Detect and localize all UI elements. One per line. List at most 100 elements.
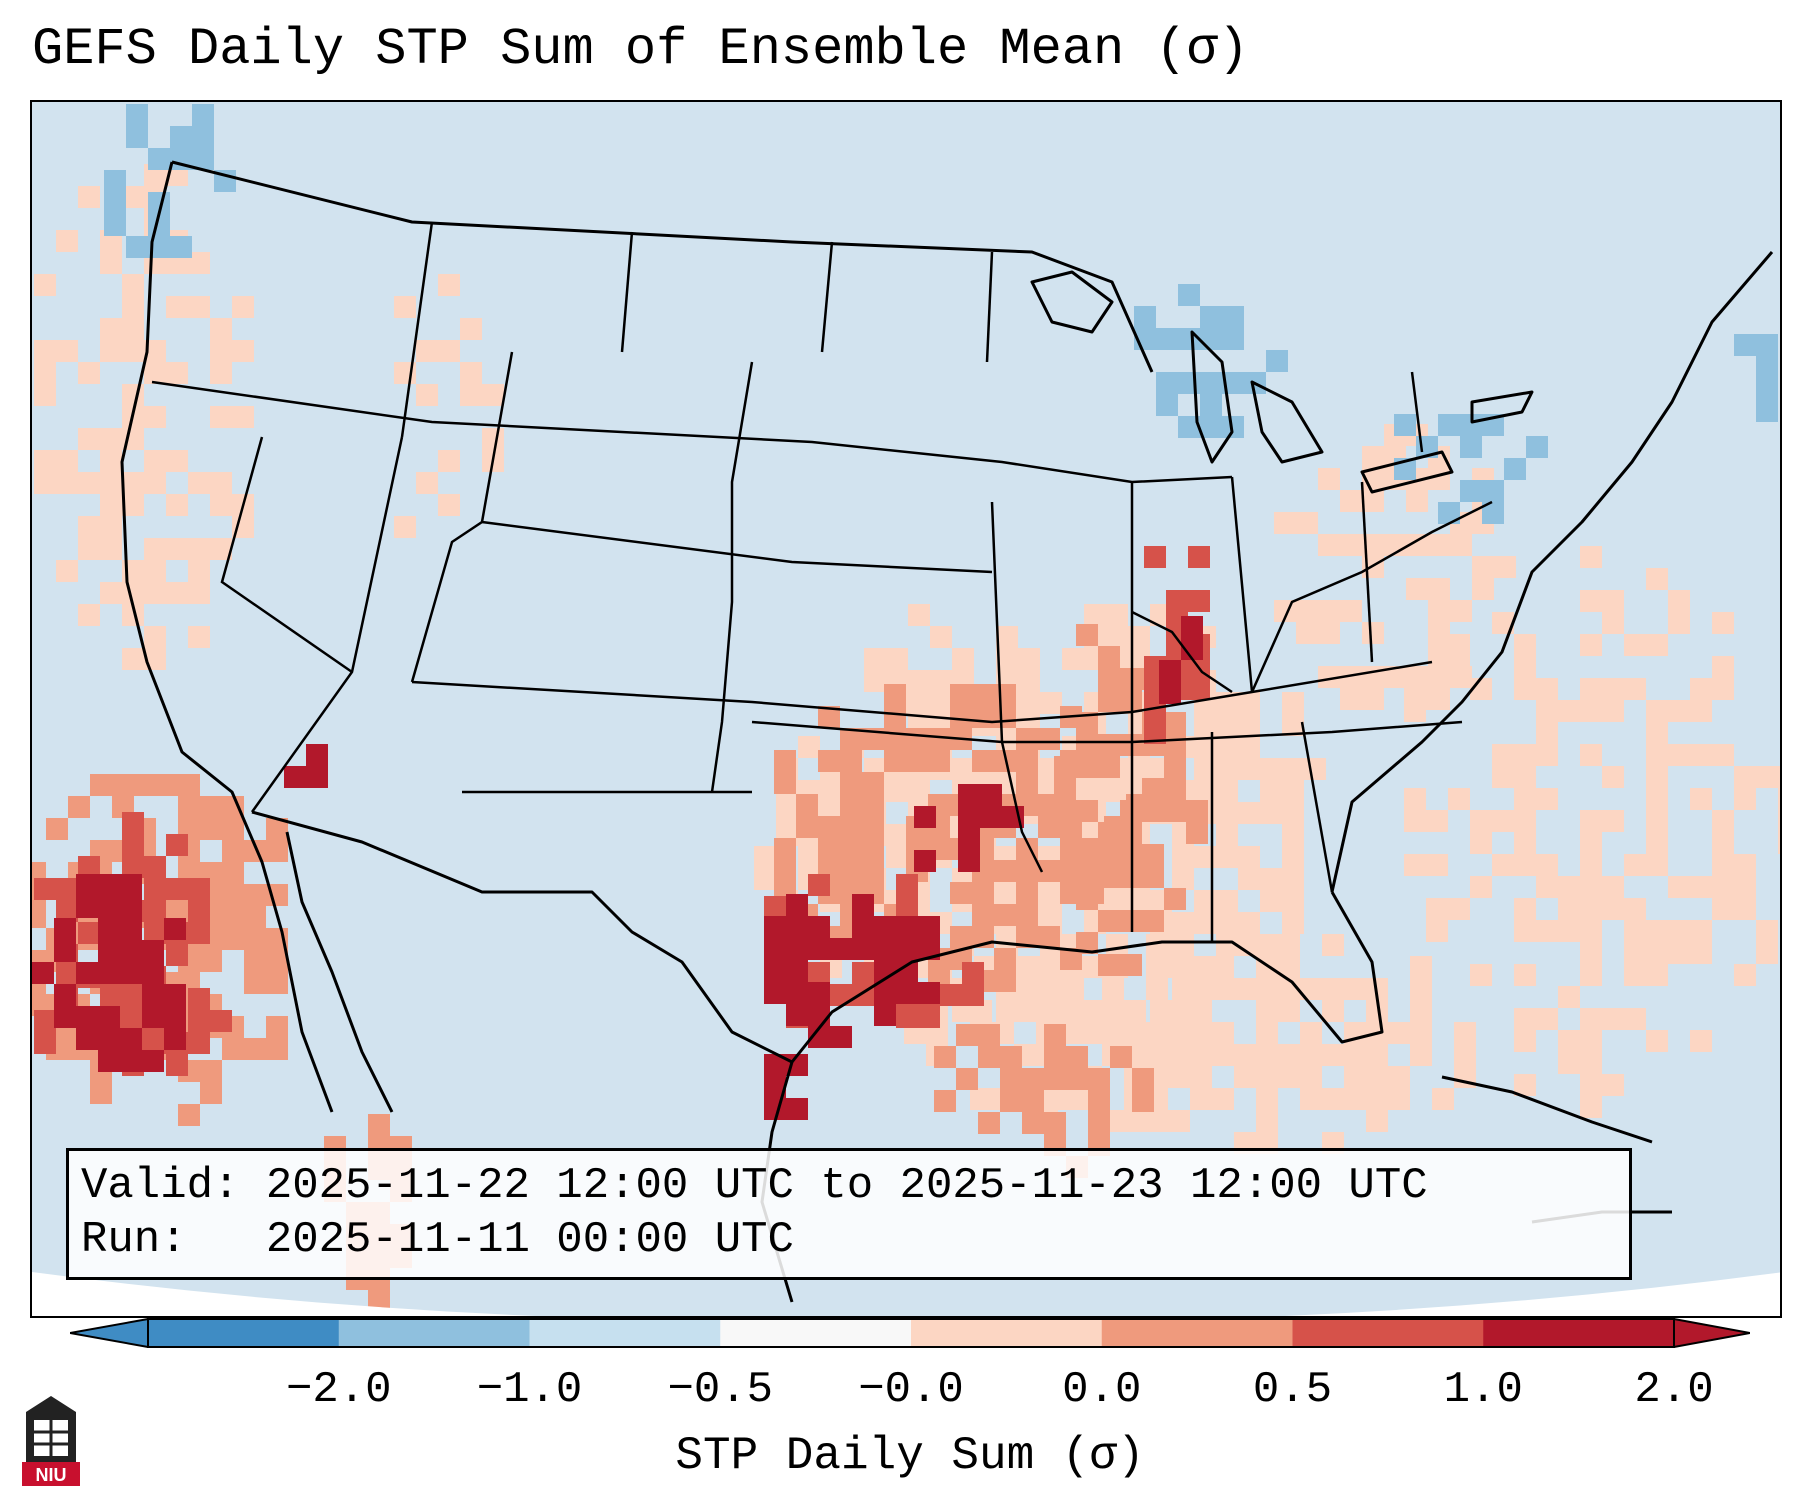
colorbar-tick-label: 0.0 (1062, 1365, 1142, 1415)
stp-cell (1580, 854, 1602, 876)
stp-cell (1304, 758, 1326, 780)
stp-cell (1282, 868, 1304, 890)
stp-cell (1172, 868, 1194, 890)
stp-cell (1712, 854, 1734, 876)
stp-cell (914, 850, 936, 872)
stp-cell (222, 1038, 244, 1060)
stp-cell (1266, 350, 1288, 372)
stp-cell (1186, 822, 1208, 844)
stp-cell (1238, 736, 1260, 758)
stp-cell (1142, 800, 1164, 822)
stp-cell (1256, 1000, 1278, 1022)
stp-cell (1194, 714, 1216, 736)
stp-cell (1282, 802, 1304, 824)
stp-cell (46, 818, 68, 840)
stp-cell (1296, 622, 1318, 644)
stp-cell (1514, 920, 1536, 942)
stp-cell (808, 916, 830, 938)
stp-cell (1016, 904, 1038, 926)
stp-cell (1406, 688, 1428, 710)
stp-cell (1260, 802, 1282, 824)
stp-cell (266, 840, 288, 862)
stp-cell (1146, 1110, 1168, 1132)
stp-cell (1712, 898, 1734, 920)
stp-cell (188, 296, 210, 318)
stp-cell (1580, 1074, 1602, 1096)
stp-cell (1200, 372, 1222, 394)
stp-cell (100, 494, 122, 516)
stp-cell (122, 274, 144, 296)
stp-cell (1428, 688, 1450, 710)
stp-cell (98, 1006, 120, 1028)
stp-cell (266, 972, 288, 994)
stp-cell (1212, 1022, 1234, 1044)
stp-cell (1159, 682, 1181, 704)
stp-cell (1128, 890, 1150, 912)
stp-cell (1482, 502, 1504, 524)
stp-cell (1164, 888, 1186, 910)
stp-cell (1492, 766, 1514, 788)
stp-cell (934, 1046, 956, 1068)
stp-cell (200, 1082, 222, 1104)
stp-cell (1712, 810, 1734, 832)
stp-cell (1602, 766, 1624, 788)
stp-cell (1212, 956, 1234, 978)
stp-cell (210, 340, 232, 362)
stp-cell (1558, 876, 1580, 898)
stp-cell (68, 796, 90, 818)
stp-cell (1256, 934, 1278, 956)
stp-cell (1036, 978, 1058, 1000)
stp-cell (1624, 942, 1646, 964)
stp-cell (1492, 854, 1514, 876)
stp-cell (1146, 978, 1168, 1000)
stp-cell (908, 692, 930, 714)
stp-cell (1222, 416, 1244, 438)
stp-cell (786, 916, 808, 938)
stp-cell (122, 856, 144, 878)
stp-cell (1472, 578, 1494, 600)
stp-cell (1438, 502, 1460, 524)
stp-cell (1602, 1008, 1624, 1030)
stp-cell (1344, 1066, 1366, 1088)
stp-cell (1016, 772, 1038, 794)
stp-cell (56, 340, 78, 362)
stp-cell (1190, 1066, 1212, 1088)
stp-cell (1216, 736, 1238, 758)
stp-cell (1282, 890, 1304, 912)
border-idaho-west (400, 221, 434, 438)
stp-cell (1624, 920, 1646, 942)
stp-cell (774, 860, 796, 882)
stp-cell (1022, 1112, 1044, 1134)
stp-cell (950, 684, 972, 706)
stp-cell (776, 802, 798, 824)
stp-cell (306, 744, 328, 766)
stp-cell (142, 962, 164, 984)
stp-cell (1362, 446, 1384, 468)
stp-cell (1514, 832, 1536, 854)
stp-cell (862, 772, 884, 794)
stp-cell (56, 966, 78, 988)
colorbar-tick-label: 1.0 (1443, 1365, 1523, 1415)
stp-cell (1098, 866, 1120, 888)
stp-cell (188, 878, 210, 900)
stp-cell (994, 706, 1016, 728)
stp-cell (1536, 700, 1558, 722)
stp-cell (1366, 1110, 1388, 1132)
stp-cell (1054, 800, 1076, 822)
border-ohio-river (1250, 500, 1493, 693)
stp-cell (1322, 978, 1344, 1000)
stp-cell (840, 750, 862, 772)
stp-cell (1712, 832, 1734, 854)
stp-cell (1340, 688, 1362, 710)
stp-cell (1580, 876, 1602, 898)
stp-cell (978, 1112, 1000, 1134)
stp-cell (1734, 334, 1756, 356)
border-mn-east (985, 251, 994, 363)
stp-cell (840, 860, 862, 882)
stp-cell (1712, 876, 1734, 898)
coastlines-and-borders (120, 160, 1774, 1303)
stp-cell (1200, 394, 1222, 416)
stp-cell (1428, 666, 1450, 688)
stp-cell (222, 928, 244, 950)
stp-cell (918, 982, 940, 1004)
